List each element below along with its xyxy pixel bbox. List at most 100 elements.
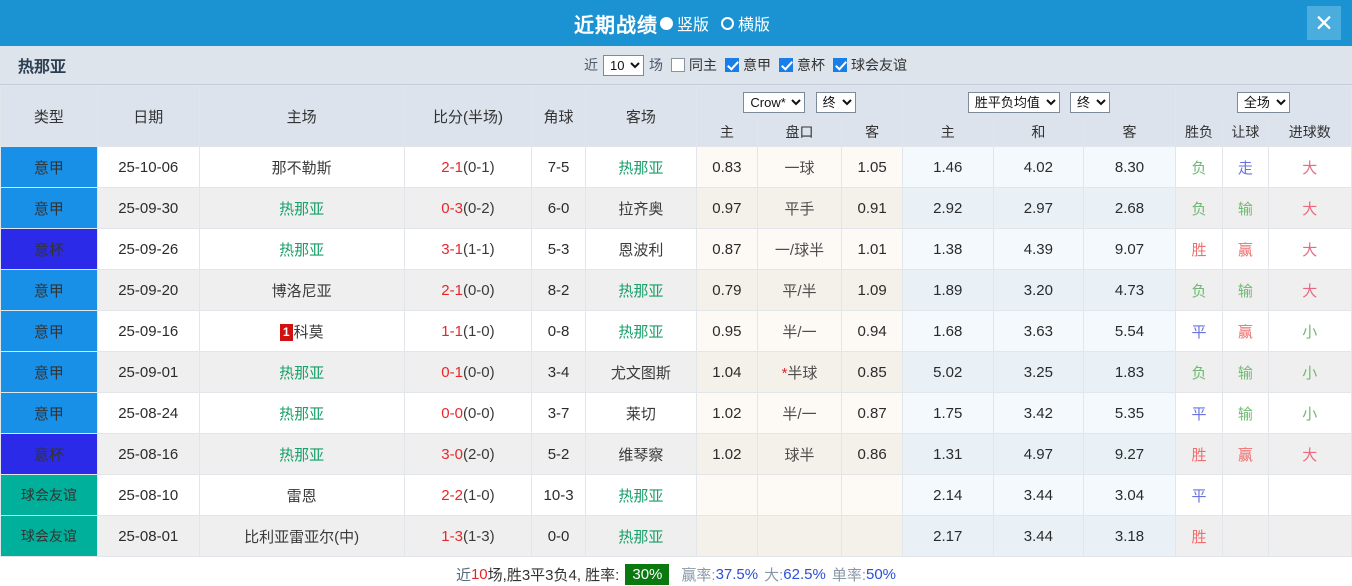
table-row[interactable]: 意杯 25-09-26 热那亚 3-1(1-1) 5-3 恩波利 0.87 一/球半 1.01 1…: [0, 228, 1352, 270]
cell-match-type[interactable]: 球会友谊: [0, 474, 98, 516]
cell-match-type[interactable]: 意甲: [0, 392, 98, 434]
checkbox-same-home-label[interactable]: 同主: [689, 57, 717, 73]
cell-odds-away: 2.68: [1083, 187, 1176, 229]
odd-rate-value: 50%: [866, 565, 897, 583]
th-hc-home: 主: [696, 118, 758, 147]
checkbox-same-home[interactable]: [671, 58, 685, 72]
cell-away-team[interactable]: 尤文图斯: [584, 351, 698, 393]
radio-horizontal-label[interactable]: 横版: [738, 17, 771, 34]
cell-odds-draw: 3.63: [992, 310, 1085, 352]
summary-prefix: 近: [455, 566, 471, 584]
cell-away-team[interactable]: 热那亚: [584, 269, 698, 311]
cell-home-team[interactable]: 那不勒斯: [198, 146, 405, 188]
cell-match-type[interactable]: 意杯: [0, 433, 98, 475]
cell-away-team[interactable]: 拉齐奥: [584, 187, 698, 229]
cell-odds-draw: 3.20: [992, 269, 1085, 311]
over-rate-value: 62.5%: [783, 565, 826, 583]
cell-match-type[interactable]: 意甲: [0, 187, 98, 229]
cell-result-winloss: 负: [1174, 269, 1224, 311]
checkbox-seriea-label[interactable]: 意甲: [743, 57, 771, 73]
cell-handicap-away: 1.05: [841, 146, 903, 188]
window-titlebar: 近期战绩 竖版 横版 ✕: [0, 0, 1352, 46]
table-row[interactable]: 意甲 25-09-20 博洛尼亚 2-1(0-0) 8-2 热那亚 0.79 平/半 1.09 1…: [0, 269, 1352, 311]
cell-odds-away: 3.04: [1083, 474, 1176, 516]
cell-away-team[interactable]: 热那亚: [584, 310, 698, 352]
cell-away-team[interactable]: 热那亚: [584, 515, 698, 557]
cell-match-type[interactable]: 意甲: [0, 351, 98, 393]
cell-away-team[interactable]: 热那亚: [584, 146, 698, 188]
cell-odds-draw: 4.97: [992, 433, 1085, 475]
cell-away-team[interactable]: 莱切: [584, 392, 698, 434]
checkbox-friendly[interactable]: [833, 58, 847, 72]
cell-result-handicap: 输: [1222, 269, 1269, 311]
cell-match-type[interactable]: 意甲: [0, 310, 98, 352]
table-row[interactable]: 意甲 25-08-24 热那亚 0-0(0-0) 3-7 莱切 1.02 半/一 0.87 1.7…: [0, 392, 1352, 434]
handicap-phase-select[interactable]: 终: [815, 91, 856, 113]
checkbox-coppa[interactable]: [779, 58, 793, 72]
over-rate-label: 大:: [764, 566, 784, 584]
cell-odds-draw: 3.44: [992, 515, 1085, 557]
radio-horizontal[interactable]: [721, 16, 734, 30]
cell-result-winloss: 平: [1174, 392, 1224, 434]
cell-home-team[interactable]: 热那亚: [198, 351, 405, 393]
cell-home-team[interactable]: 热那亚: [198, 228, 405, 270]
checkbox-coppa-label[interactable]: 意杯: [797, 57, 825, 73]
win-rate-badge: 30%: [625, 563, 670, 585]
subject-team-label: 热那亚: [18, 59, 67, 76]
th-home: 主场: [198, 85, 405, 147]
close-button[interactable]: ✕: [1307, 6, 1341, 40]
cell-away-team[interactable]: 维琴察: [584, 433, 698, 475]
cell-odds-away: 3.18: [1083, 515, 1176, 557]
cell-match-type[interactable]: 意杯: [0, 228, 98, 270]
cell-home-team[interactable]: 1 科莫: [198, 310, 405, 352]
filter-bar: 热那亚 近 10 场 同主 意甲 意杯 球会友谊: [0, 46, 1352, 85]
table-row[interactable]: 意甲 25-09-16 1 科莫 1-1(1-0) 0-8 热那亚 0.95 半/一 0.94 1.…: [0, 310, 1352, 352]
cell-home-team[interactable]: 热那亚: [198, 392, 405, 434]
table-row[interactable]: 意甲 25-09-01 热那亚 0-1(0-0) 3-4 尤文图斯 1.04 *半球 0.85 5…: [0, 351, 1352, 393]
table-row[interactable]: 意甲 25-09-30 热那亚 0-3(0-2) 6-0 拉齐奥 0.97 平手 0.91 2.9…: [0, 187, 1352, 229]
cell-corner: 0-0: [531, 515, 586, 557]
table-row[interactable]: 球会友谊 25-08-01 比利亚雷亚尔(中) 1-3(1-3) 0-0 热那亚 2.17 3…: [0, 515, 1352, 557]
cell-handicap-line: 球半: [756, 433, 843, 475]
cell-home-team[interactable]: 热那亚: [198, 433, 405, 475]
cell-odds-draw: 3.25: [992, 351, 1085, 393]
cell-away-team[interactable]: 恩波利: [584, 228, 698, 270]
match-count-select[interactable]: 10: [603, 54, 644, 76]
cell-home-team[interactable]: 比利亚雷亚尔(中): [198, 515, 405, 557]
cell-match-type[interactable]: 意甲: [0, 146, 98, 188]
cell-handicap-home: 0.87: [696, 228, 758, 270]
cell-handicap-line: *半球: [756, 351, 843, 393]
checkbox-friendly-label[interactable]: 球会友谊: [851, 57, 907, 73]
cell-match-type[interactable]: 球会友谊: [0, 515, 98, 557]
cell-handicap-away: [841, 515, 903, 557]
cell-result-handicap: 赢: [1222, 433, 1269, 475]
odds-phase-select[interactable]: 终: [1069, 91, 1110, 113]
cell-home-team[interactable]: 雷恩: [198, 474, 405, 516]
cell-handicap-home: 1.04: [696, 351, 758, 393]
cell-handicap-away: [841, 474, 903, 516]
scope-select[interactable]: 全场: [1236, 91, 1290, 113]
table-header-row-top: 类型 日期 主场 比分(半场) 角球 客场 Crow* 终 胜平负均值 终 全场: [0, 85, 1352, 147]
filter-controls: 近 10 场 同主 意甲 意杯 球会友谊: [584, 54, 1352, 76]
odds-source-select[interactable]: 胜平负均值: [967, 91, 1060, 113]
handicap-source-select[interactable]: Crow*: [743, 91, 806, 113]
cell-odds-home: 1.31: [901, 433, 994, 475]
table-row[interactable]: 球会友谊 25-08-10 雷恩 2-2(1-0) 10-3 热那亚 2.14 3.44 3.0…: [0, 474, 1352, 516]
radio-vertical-label[interactable]: 竖版: [676, 17, 709, 34]
cell-result-winloss: 平: [1174, 474, 1224, 516]
th-od-home: 主: [901, 118, 994, 147]
cell-home-team[interactable]: 博洛尼亚: [198, 269, 405, 311]
cell-handicap-away: 0.87: [841, 392, 903, 434]
cell-result-winloss: 负: [1174, 187, 1224, 229]
cell-match-type[interactable]: 意甲: [0, 269, 98, 311]
checkbox-seriea[interactable]: [725, 58, 739, 72]
cell-corner: 0-8: [531, 310, 586, 352]
cell-corner: 5-3: [531, 228, 586, 270]
table-row[interactable]: 意杯 25-08-16 热那亚 3-0(2-0) 5-2 维琴察 1.02 球半 0.86 1.3…: [0, 433, 1352, 475]
cell-away-team[interactable]: 热那亚: [584, 474, 698, 516]
table-row[interactable]: 意甲 25-10-06 那不勒斯 2-1(0-1) 7-5 热那亚 0.83 一球 1.05 1.…: [0, 146, 1352, 188]
radio-vertical-selected[interactable]: [659, 16, 673, 30]
summary-bar: 近 10 场,胜3平3负4, 胜率: 30% 赢率: 37.5% 大: 62.5…: [0, 557, 1352, 586]
cell-date: 25-09-16: [96, 310, 200, 352]
cell-home-team[interactable]: 热那亚: [198, 187, 405, 229]
